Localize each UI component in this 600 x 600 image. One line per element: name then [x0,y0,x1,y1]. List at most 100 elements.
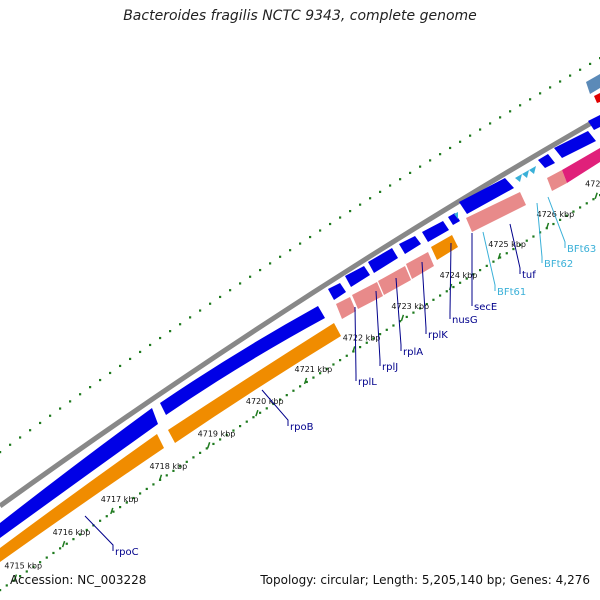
inner-dot [285,394,288,397]
inner-dot [39,561,42,564]
inner-dot [452,285,455,289]
outer-dot [159,336,162,340]
outer-dot [429,159,432,162]
outer-dot [19,436,22,439]
inner-dot [65,542,68,545]
outer-dotted-ring [0,57,600,454]
inner-dot [265,407,268,410]
orf-pink-2[interactable] [352,282,383,309]
outer-dot [199,309,202,312]
outer-dot [229,289,232,292]
inner-dot [505,252,508,255]
outer-dot [69,400,72,403]
gene-label-secE[interactable]: secE [474,302,497,313]
inner-dot [339,359,342,362]
gene-label-tuf[interactable]: tuf [522,270,536,281]
inner-dot [172,469,175,472]
outer-dot [369,197,372,200]
trna-BFt63-marker[interactable] [529,166,536,174]
gene-label-rpoB[interactable]: rpoB [290,422,314,433]
tick-mark [303,377,308,385]
outer-dot [529,98,532,101]
orf-pink-5[interactable] [466,192,526,232]
cds-rplA-arrow[interactable] [368,248,398,273]
inner-dot [45,556,48,559]
orf-long-orange[interactable] [0,434,164,562]
outer-dot [289,249,292,252]
cds-arrow-upper-3[interactable] [588,115,600,130]
inner-dot [119,506,122,509]
inner-dot [152,483,155,486]
orf-pink-4[interactable] [406,252,434,279]
gene-label-BFt61[interactable]: BFt61 [497,287,526,298]
gene-label-rplJ[interactable]: rplJ [382,362,398,373]
outer-dot [149,343,152,347]
inner-dot [399,320,402,323]
orf-pink-6[interactable] [547,170,567,191]
inner-dot [579,206,582,209]
cds-rpoC-rpoB-arrow[interactable] [0,408,158,538]
gene-label-rplL[interactable]: rplL [358,377,377,388]
outer-dot [219,295,222,299]
gene-label-rpoC[interactable]: rpoC [115,547,139,558]
inner-dot [565,214,568,217]
cds-rpoB-arrow[interactable] [160,306,325,415]
cds-secE-arrow[interactable] [448,213,460,225]
trna-BFt62-marker[interactable] [522,170,529,178]
tick-mark [352,346,356,353]
outer-dot [109,371,112,375]
outer-dot [479,128,482,131]
tick-mark [545,222,550,230]
outer-dot [329,222,332,226]
inner-dot [125,501,128,504]
outer-dot [589,62,592,66]
outer-dot [559,80,562,83]
inner-dot [225,433,228,437]
cds-rplL-arrow[interactable] [328,283,346,300]
tick-label: 4725 kbp [488,240,526,249]
inner-dot [445,290,448,293]
inner-dot [185,460,188,463]
gene-label-rplA[interactable]: rplA [403,347,423,358]
outer-dot [129,357,132,361]
feature-steelblue[interactable] [586,74,600,94]
cds-nusG-arrow[interactable] [422,221,449,242]
gene-label-BFt63[interactable]: BFt63 [567,244,596,255]
gene-label-BFt62[interactable]: BFt62 [544,259,573,270]
orf-pink-3[interactable] [378,266,411,295]
cds-rplK-arrow[interactable] [399,236,421,254]
cds-tuf-arrow[interactable] [459,178,514,214]
inner-dot [385,328,388,331]
tick-label: 4723 kbp [391,302,429,311]
outer-dot [569,74,572,77]
orf-magenta[interactable] [562,148,600,183]
map-title: Bacteroides fragilis NCTC 9343, complete… [123,8,477,24]
inner-dot [0,589,2,592]
feature-red[interactable] [594,93,600,103]
inner-dot [345,354,348,357]
cds-arrow-upper-2[interactable] [554,131,596,158]
gene-label-rplK[interactable]: rplK [428,330,448,341]
tick-mark [594,192,598,199]
trna-extra-marker[interactable] [454,212,458,219]
inner-dot [252,416,255,419]
inner-dot [432,298,435,301]
cds-rplJ-arrow[interactable] [345,266,370,287]
tick-mark [206,442,211,449]
gene-label-nusG[interactable]: nusG [452,315,478,326]
inner-dot [112,510,115,513]
cds-arrow-upper-1[interactable] [538,154,555,168]
inner-dot [32,565,35,568]
gene-leader-line [449,242,452,319]
orf-pink-1[interactable] [336,297,356,319]
inner-dot [319,372,322,375]
inner-dot [232,429,235,432]
inner-dot [25,570,28,573]
orf-orange-3[interactable] [431,235,458,260]
orf-orange-2[interactable] [168,323,341,443]
tick-label: 4724 kbp [440,271,478,280]
trna-BFt61-marker[interactable] [515,174,522,182]
inner-dot [459,281,462,284]
